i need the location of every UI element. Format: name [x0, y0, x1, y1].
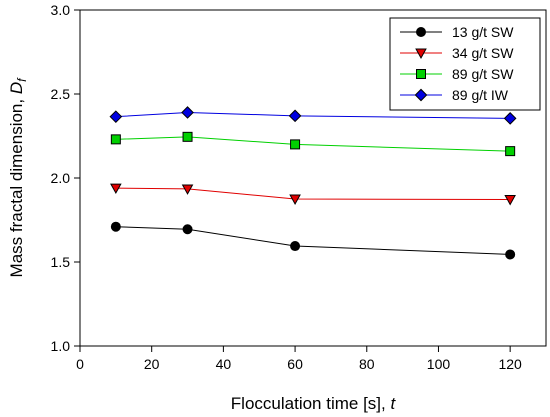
y-axis-title-text: Mass fractal dimension,	[7, 94, 26, 277]
y-tick-label: 1.0	[51, 338, 71, 354]
data-point-triangle	[415, 48, 427, 59]
series-3	[109, 106, 517, 125]
series-line	[115, 187, 511, 201]
data-point-circle	[290, 241, 301, 252]
x-tick-label: 0	[76, 356, 84, 372]
x-tick-label: 100	[427, 356, 451, 372]
series-0	[110, 221, 516, 260]
data-point-diamond	[109, 110, 123, 124]
data-point-circle	[110, 221, 121, 232]
y-axis: 1.0 1.5 2.0 2.5 3.0	[51, 2, 80, 354]
data-point-triangle	[110, 183, 122, 195]
legend-entry: 89 g/t IW	[400, 87, 509, 103]
data-point-diamond	[181, 106, 194, 119]
data-point-square	[290, 139, 301, 150]
x-axis: 0 20 40 60 80 100 120	[76, 346, 522, 372]
legend-label: 34 g/t SW	[452, 45, 514, 61]
series-layer	[109, 106, 517, 260]
legend-label: 89 g/t IW	[452, 87, 509, 103]
y-tick-label: 2.5	[51, 86, 71, 102]
data-point-square	[505, 146, 516, 157]
y-axis-title: Mass fractal dimension, Df	[7, 77, 29, 278]
data-point-square	[182, 131, 193, 142]
y-axis-title-subscript: f	[15, 77, 29, 82]
legend-label: 13 g/t SW	[452, 24, 514, 40]
y-axis-title-variable: D	[7, 82, 26, 94]
x-axis-title-text: Flocculation time [s],	[231, 394, 391, 413]
data-point-circle	[416, 27, 426, 37]
x-tick-label: 20	[144, 356, 160, 372]
x-axis-title-variable: t	[390, 394, 396, 413]
y-tick-label: 1.5	[51, 254, 71, 270]
series-2	[110, 131, 516, 157]
legend-entry: 34 g/t SW	[400, 45, 514, 61]
legend: 13 g/t SW 34 g/t SW 89 g/t SW 89 g/t IW	[389, 17, 541, 111]
data-point-square	[416, 69, 426, 79]
data-point-diamond	[503, 112, 517, 125]
series-line	[115, 226, 511, 255]
x-axis-title: Flocculation time [s], t	[231, 394, 397, 413]
legend-entry: 89 g/t SW	[400, 66, 514, 82]
legend-label: 89 g/t SW	[452, 66, 514, 82]
data-point-square	[110, 134, 121, 145]
y-tick-label: 3.0	[51, 2, 71, 18]
y-tick-label: 2.0	[51, 170, 71, 186]
x-tick-label: 120	[498, 356, 522, 372]
series-1	[110, 183, 516, 206]
data-point-triangle	[181, 184, 194, 195]
data-point-diamond	[288, 109, 302, 123]
legend-entry: 13 g/t SW	[400, 24, 514, 40]
data-point-circle	[182, 224, 193, 235]
data-point-triangle	[504, 195, 516, 206]
x-tick-label: 40	[216, 356, 232, 372]
series-line	[115, 111, 511, 119]
x-tick-label: 80	[359, 356, 375, 372]
series-line	[115, 136, 511, 152]
x-tick-label: 60	[287, 356, 303, 372]
data-point-triangle	[289, 194, 301, 205]
data-point-diamond	[414, 88, 428, 102]
data-point-circle	[505, 249, 516, 260]
